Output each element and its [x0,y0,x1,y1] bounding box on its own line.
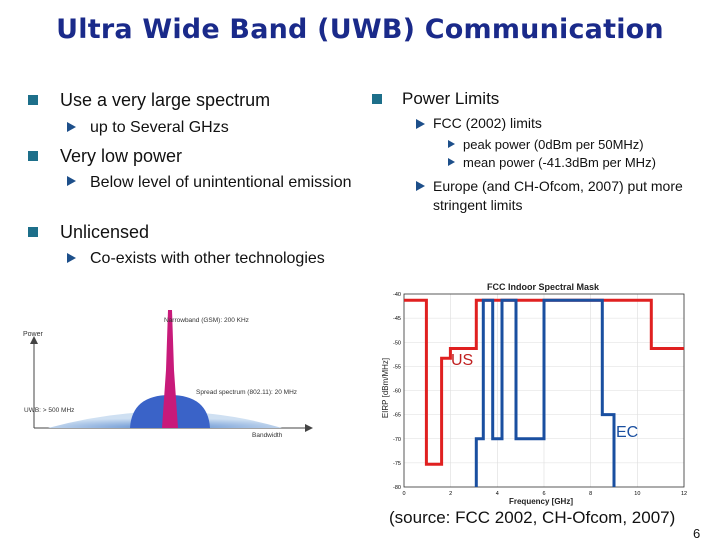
sub-bullet-europe: Europe (and CH-Ofcom, 2007) put more str… [416,177,706,215]
subsub-bullet-text: mean power (-41.3dBm per MHz) [463,155,656,170]
y-tick-label: -40 [393,292,401,298]
triangle-bullet-icon [67,122,76,132]
x-tick-label: 4 [496,491,499,497]
y-tick-label: -55 [393,364,401,370]
triangle-bullet-icon [67,176,76,186]
source-citation: (source: FCC 2002, CH-Ofcom, 2007) [389,508,676,527]
y-tick-label: -80 [393,485,401,491]
bullet-text: Unlicensed [60,222,150,242]
bullet-power-limits: Power Limits [372,89,499,109]
triangle-bullet-icon [416,119,425,129]
triangle-bullet-icon [448,158,455,166]
bullet-text: Power Limits [402,89,500,108]
slide-title: Ultra Wide Band (UWB) Communication [56,14,664,45]
sub-bullet-text: up to Several GHzs [90,119,229,136]
x-axis-label: Frequency [GHz] [509,497,573,506]
series-line-ec [474,298,616,487]
sub-bullet-emission: Below level of unintentional emission [67,172,367,194]
x-tick-label: 2 [449,491,452,497]
sub-bullet-text: Europe (and CH-Ofcom, 2007) put more str… [433,178,683,213]
sub-bullet-text: Co-exists with other technologies [90,250,325,267]
square-bullet-icon [28,151,38,161]
y-tick-label: -60 [393,389,401,395]
arrow-up-icon [30,336,38,344]
sub-bullet-text: Below level of unintentional emission [90,174,352,191]
spread-label: Spread spectrum (802.11): 20 MHz [196,389,297,396]
x-tick-label: 10 [634,491,640,497]
bullet-text: Very low power [60,146,183,166]
sub-bullet-coexists: Co-exists with other technologies [67,249,325,268]
triangle-bullet-icon [67,253,76,263]
uwb-label: UWB: > 500 MHz [24,407,74,414]
bullet-spectrum: Use a very large spectrum [28,90,270,112]
spectrum-diagram: Power Bandwidth Narrowband (GSM): 200 KH… [23,310,313,439]
bullet-text: Use a very large spectrum [60,90,271,110]
ec-annotation: EC [616,424,638,441]
chart-title: FCC Indoor Spectral Mask [487,282,600,292]
y-axis-label: EIRP [dBm/MHz] [381,358,390,418]
bandwidth-label: Bandwidth [252,432,283,439]
subsub-bullet-peak: peak power (0dBm per 50MHz) [448,137,644,153]
y-tick-label: -65 [393,413,401,419]
spectral-mask-chart: FCC Indoor Spectral Mask Frequency [GHz]… [378,278,700,508]
y-tick-label: -45 [393,316,401,322]
narrowband-label: Narrowband (GSM): 200 KHz [164,317,249,324]
y-tick-label: -50 [393,340,401,346]
sub-bullet-fcc: FCC (2002) limits [416,115,542,132]
plot-frame [403,293,685,488]
square-bullet-icon [372,94,382,104]
series-line-us [404,298,684,466]
subsub-bullet-mean: mean power (-41.3dBm per MHz) [448,155,656,171]
us-annotation: US [451,352,473,369]
x-tick-label: 8 [589,491,592,497]
bullet-low-power: Very low power [28,146,182,168]
sub-bullet-text: FCC (2002) limits [433,115,542,131]
x-tick-label: 6 [542,491,545,497]
subsub-bullet-text: peak power (0dBm per 50MHz) [463,137,644,152]
y-tick-label: -75 [393,461,401,467]
arrow-right-icon [305,424,313,432]
x-tick-label: 0 [402,491,405,497]
chart-background [378,278,700,508]
x-tick-label: 12 [681,491,687,497]
square-bullet-icon [28,95,38,105]
square-bullet-icon [28,227,38,237]
bullet-unlicensed: Unlicensed [28,222,149,244]
triangle-bullet-icon [448,140,455,148]
page-number: 6 [693,526,701,540]
sub-bullet-ghz: up to Several GHzs [67,118,229,137]
triangle-bullet-icon [416,181,425,191]
narrowband-peak [162,310,178,428]
y-tick-label: -70 [393,437,401,443]
power-label: Power [23,331,44,338]
